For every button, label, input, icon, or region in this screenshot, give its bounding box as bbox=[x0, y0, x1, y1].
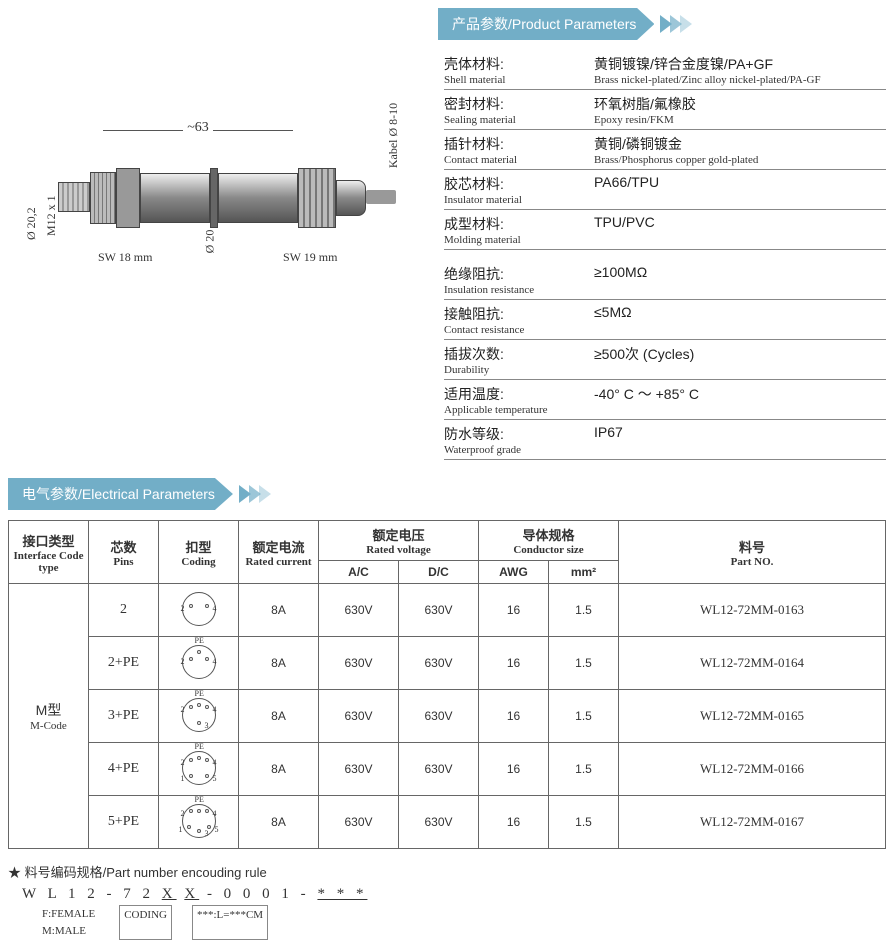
th-awg: AWG bbox=[479, 561, 549, 584]
dim-cable: Kabel Ø 8-10 bbox=[386, 103, 401, 168]
connector-body bbox=[58, 158, 398, 238]
technical-drawing: ~63 Ø 20,2 M12 x 1 Kabel Ø 8-10 SW 18 mm… bbox=[8, 8, 438, 460]
partno-cell: WL12-72MM-0166 bbox=[619, 743, 886, 796]
chevron-icon bbox=[662, 15, 692, 33]
param-row: 胶芯材料:Insulator materialPA66/TPU bbox=[444, 170, 886, 210]
ac-cell: 630V bbox=[319, 743, 399, 796]
dc-cell: 630V bbox=[399, 637, 479, 690]
mm2-cell: 1.5 bbox=[549, 584, 619, 637]
header-cn: 电气参数/ bbox=[22, 486, 82, 502]
star-icon: ★ bbox=[8, 865, 21, 880]
th-pins: 芯数Pins bbox=[89, 521, 159, 584]
partno-cell: WL12-72MM-0167 bbox=[619, 796, 886, 849]
product-params-header: 产品参数/Product Parameters bbox=[438, 8, 886, 40]
table-row: 5+PE24153PE8A630V630V161.5WL12-72MM-0167 bbox=[9, 796, 886, 849]
table-row: 3+PE243PE8A630V630V161.5WL12-72MM-0165 bbox=[9, 690, 886, 743]
coding-cell: 2415PE bbox=[159, 743, 239, 796]
table-row: M型M-Code2248A630V630V161.5WL12-72MM-0163 bbox=[9, 584, 886, 637]
electrical-params-header: 电气参数/Electrical Parameters bbox=[8, 478, 886, 510]
chevron-icon bbox=[241, 485, 271, 503]
coding-icon: 24 bbox=[182, 592, 216, 626]
partno-cell: WL12-72MM-0164 bbox=[619, 637, 886, 690]
awg-cell: 16 bbox=[479, 743, 549, 796]
coding-cell: 24153PE bbox=[159, 796, 239, 849]
coding-icon: 243PE bbox=[182, 698, 216, 732]
dim-d20: Ø 20 bbox=[202, 230, 217, 254]
table-row: 2+PE24PE8A630V630V161.5WL12-72MM-0164 bbox=[9, 637, 886, 690]
awg-cell: 16 bbox=[479, 690, 549, 743]
param-row: 接触阻抗:Contact resistance≤5MΩ bbox=[444, 300, 886, 340]
mm2-cell: 1.5 bbox=[549, 690, 619, 743]
header-en: Electrical Parameters bbox=[82, 486, 215, 502]
current-cell: 8A bbox=[239, 584, 319, 637]
param-row: 插针材料:Contact material黄铜/磷铜镀金Brass/Phosph… bbox=[444, 130, 886, 170]
dim-sw18: SW 18 mm bbox=[98, 250, 152, 265]
dc-cell: 630V bbox=[399, 796, 479, 849]
th-dc: D/C bbox=[399, 561, 479, 584]
th-conductor: 导体规格Conductor size bbox=[479, 521, 619, 561]
part-number-rule: ★ 料号编码规格/Part number encouding rule W L … bbox=[8, 863, 886, 940]
coding-icon: 24PE bbox=[182, 645, 216, 679]
awg-cell: 16 bbox=[479, 584, 549, 637]
pins-cell: 3+PE bbox=[89, 690, 159, 743]
current-cell: 8A bbox=[239, 743, 319, 796]
iface-cell: M型M-Code bbox=[9, 584, 89, 849]
ac-cell: 630V bbox=[319, 796, 399, 849]
coding-cell: 243PE bbox=[159, 690, 239, 743]
th-mm2: mm² bbox=[549, 561, 619, 584]
mm2-cell: 1.5 bbox=[549, 743, 619, 796]
th-partno: 料号Part NO. bbox=[619, 521, 886, 584]
mm2-cell: 1.5 bbox=[549, 637, 619, 690]
dc-cell: 630V bbox=[399, 584, 479, 637]
th-voltage: 额定电压Rated voltage bbox=[319, 521, 479, 561]
pins-cell: 2 bbox=[89, 584, 159, 637]
current-cell: 8A bbox=[239, 796, 319, 849]
awg-cell: 16 bbox=[479, 637, 549, 690]
awg-cell: 16 bbox=[479, 796, 549, 849]
electrical-table: 接口类型Interface Code type 芯数Pins 扣型Coding … bbox=[8, 520, 886, 849]
dim-thread: M12 x 1 bbox=[44, 195, 59, 236]
part-code-pattern: W L 1 2 - 7 2 X X - 0 0 0 1 - * * * bbox=[22, 883, 886, 906]
coding-cell: 24PE bbox=[159, 637, 239, 690]
pins-cell: 4+PE bbox=[89, 743, 159, 796]
footnote-title: 料号编码规格/Part number encouding rule bbox=[25, 865, 267, 880]
current-cell: 8A bbox=[239, 690, 319, 743]
dc-cell: 630V bbox=[399, 690, 479, 743]
product-param-list-2: 绝缘阻抗:Insulation resistance≥100MΩ接触阻抗:Con… bbox=[444, 260, 886, 460]
ac-cell: 630V bbox=[319, 690, 399, 743]
param-row: 防水等级:Waterproof gradeIP67 bbox=[444, 420, 886, 460]
th-current: 额定电流Rated current bbox=[239, 521, 319, 584]
header-en: Product Parameters bbox=[512, 16, 637, 32]
coding-cell: 24 bbox=[159, 584, 239, 637]
pins-cell: 2+PE bbox=[89, 637, 159, 690]
param-row: 绝缘阻抗:Insulation resistance≥100MΩ bbox=[444, 260, 886, 300]
param-row: 壳体材料:Shell material黄铜镀镍/锌合金度镍/PA+GFBrass… bbox=[444, 50, 886, 90]
param-row: 插拔次数:Durability≥500次 (Cycles) bbox=[444, 340, 886, 380]
ac-cell: 630V bbox=[319, 584, 399, 637]
current-cell: 8A bbox=[239, 637, 319, 690]
product-param-list: 壳体材料:Shell material黄铜镀镍/锌合金度镍/PA+GFBrass… bbox=[444, 50, 886, 250]
partno-cell: WL12-72MM-0165 bbox=[619, 690, 886, 743]
dc-cell: 630V bbox=[399, 743, 479, 796]
param-row: 密封材料:Sealing material环氧树脂/氟橡胶Epoxy resin… bbox=[444, 90, 886, 130]
th-coding: 扣型Coding bbox=[159, 521, 239, 584]
partno-cell: WL12-72MM-0163 bbox=[619, 584, 886, 637]
dim-outer-diam: Ø 20,2 bbox=[24, 207, 39, 240]
coding-icon: 24153PE bbox=[182, 804, 216, 838]
dim-sw19: SW 19 mm bbox=[283, 250, 337, 265]
th-ac: A/C bbox=[319, 561, 399, 584]
param-row: 适用温度:Applicable temperature-40° C ～ +85°… bbox=[444, 380, 886, 420]
ac-cell: 630V bbox=[319, 637, 399, 690]
table-row: 4+PE2415PE8A630V630V161.5WL12-72MM-0166 bbox=[9, 743, 886, 796]
mm2-cell: 1.5 bbox=[549, 796, 619, 849]
param-row: 成型材料:Molding materialTPU/PVC bbox=[444, 210, 886, 250]
th-interface: 接口类型Interface Code type bbox=[9, 521, 89, 584]
header-cn: 产品参数/ bbox=[452, 16, 512, 32]
coding-icon: 2415PE bbox=[182, 751, 216, 785]
pins-cell: 5+PE bbox=[89, 796, 159, 849]
dim-length: ~63 bbox=[103, 120, 293, 136]
